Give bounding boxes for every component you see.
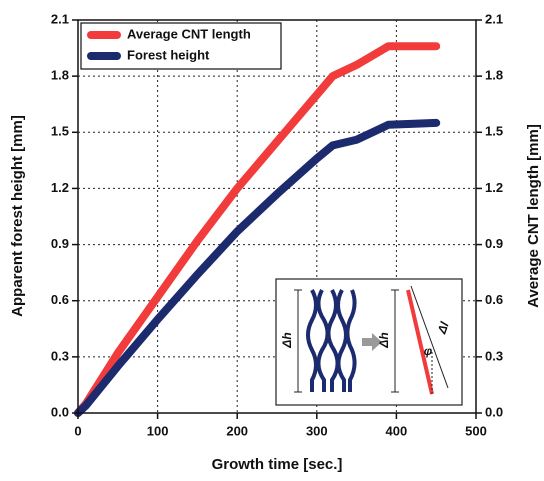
x-tick-label: 300 — [306, 423, 328, 438]
inset-label: Δh — [280, 332, 294, 348]
legend-label: Average CNT length — [127, 26, 251, 41]
y-tick-label: 1.5 — [51, 124, 69, 139]
inset-label: Δl — [434, 319, 452, 336]
y-tick-label: 0.0 — [51, 404, 69, 419]
y2-tick-label: 1.5 — [485, 124, 503, 139]
legend-box — [80, 22, 282, 70]
inset-label: Δh — [377, 332, 391, 348]
y2-tick-label: 0.6 — [485, 292, 503, 307]
x-axis-label: Growth time [sec.] — [212, 456, 343, 473]
y-tick-label: 1.8 — [51, 68, 69, 83]
plot-frame — [77, 19, 477, 414]
y2-tick-label: 0.3 — [485, 348, 503, 363]
y-tick-label: 0.9 — [51, 236, 69, 251]
y2-tick-label: 0.9 — [485, 236, 503, 251]
arrow — [362, 333, 382, 351]
dim-line — [410, 285, 449, 389]
y2-tick-label: 2.1 — [485, 11, 503, 26]
x-tick-label: 500 — [465, 423, 487, 438]
y2-tick-label: 1.8 — [485, 68, 503, 83]
y2-axis-label: Average CNT length [mm] — [525, 124, 542, 308]
y-tick-label: 0.6 — [51, 292, 69, 307]
x-tick-label: 0 — [74, 423, 81, 438]
x-tick-label: 100 — [147, 423, 169, 438]
cnt-bundle — [306, 289, 357, 392]
y2-tick-label: 0.0 — [485, 404, 503, 419]
cnt-straight — [406, 289, 434, 395]
y-tick-label: 0.3 — [51, 348, 69, 363]
inset: Δh Δh Δl φ — [275, 278, 463, 406]
y2-tick-label: 1.2 — [485, 180, 503, 195]
x-tick-label: 400 — [386, 423, 408, 438]
y-tick-label: 2.1 — [51, 11, 69, 26]
legend-label: Forest height — [127, 47, 210, 62]
x-tick-label: 200 — [226, 423, 248, 438]
y-axis-label: Apparent forest height [mm] — [9, 115, 26, 317]
y-tick-label: 1.2 — [51, 180, 69, 195]
inset-label: φ — [424, 344, 433, 358]
series-line — [74, 118, 441, 417]
series-line — [74, 42, 441, 417]
